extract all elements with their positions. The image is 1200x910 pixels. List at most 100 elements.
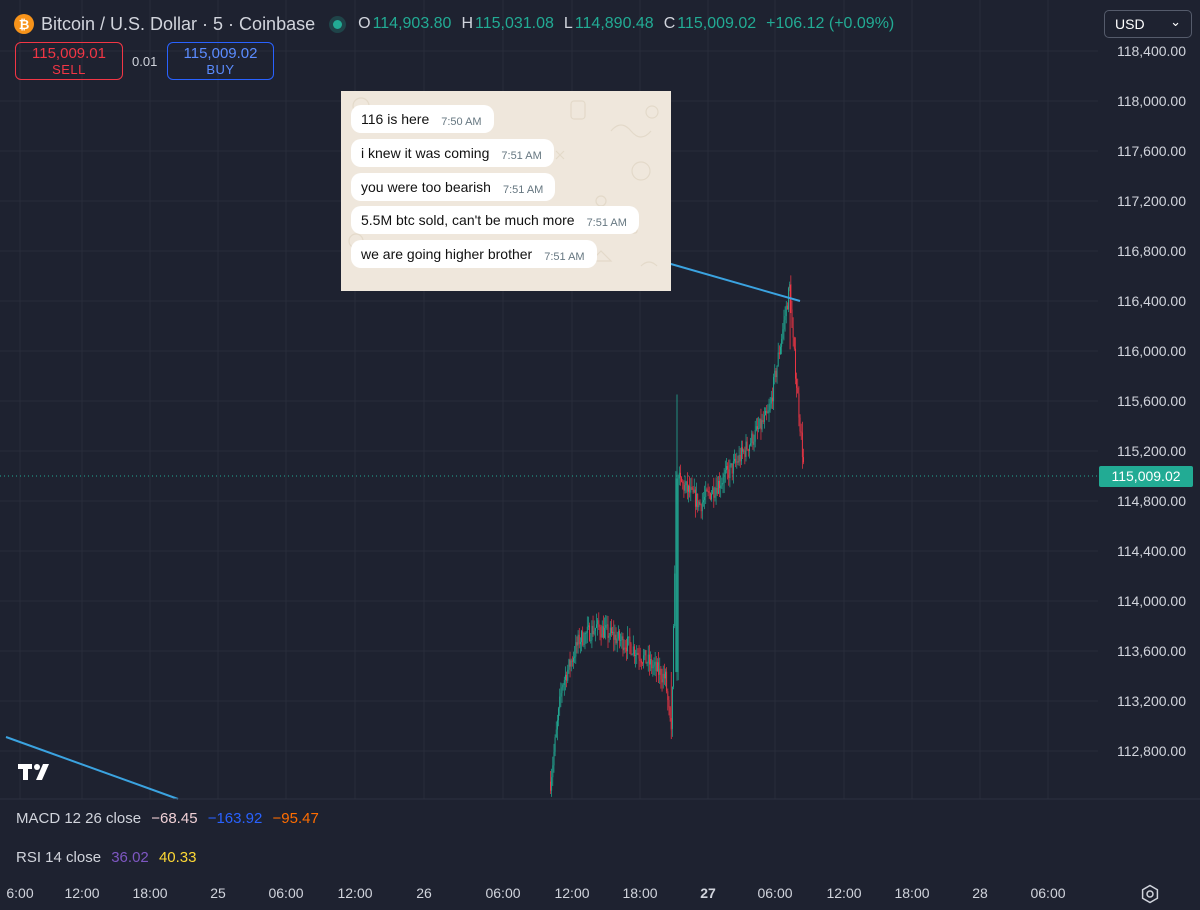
candle-body <box>585 632 587 634</box>
time-axis-label: 26 <box>416 885 432 901</box>
candle-body <box>630 643 632 655</box>
candle-body <box>712 487 714 494</box>
candle-body <box>792 327 794 338</box>
candle-body <box>578 634 580 645</box>
rsi-value: 36.02 <box>111 849 149 866</box>
bitcoin-icon: ₿ <box>14 14 34 34</box>
candle-body <box>615 634 617 644</box>
candle-body <box>606 624 608 626</box>
candle-body <box>752 433 754 445</box>
candle-body <box>555 729 557 738</box>
macd-label: MACD 12 26 close <box>16 810 142 827</box>
chat-message-text: you were too bearish <box>361 179 491 195</box>
candle-body <box>707 491 709 493</box>
candle-body <box>614 634 616 640</box>
candle-body <box>617 631 619 639</box>
candle-body <box>703 500 704 503</box>
candle-body <box>768 410 770 413</box>
chat-message-text: i knew it was coming <box>361 145 490 161</box>
candle-body <box>746 441 748 450</box>
candle-body <box>593 630 595 635</box>
candle-body <box>652 666 654 669</box>
candle-body <box>616 638 618 644</box>
annotation-line-lower <box>5 736 179 800</box>
symbol-title[interactable]: Bitcoin / U.S. Dollar · 5 · Coinbase <box>41 13 316 34</box>
candle-body <box>775 370 777 378</box>
price-axis-label: 116,400.00 <box>1116 293 1186 309</box>
candle-body <box>735 458 737 463</box>
chat-message-text: we are going higher brother <box>361 246 533 262</box>
candle-body <box>791 309 793 328</box>
sell-button[interactable]: 115,009.01 SELL <box>15 42 123 80</box>
macd-value: −68.45 <box>151 810 198 827</box>
price-axis-label: 115,200.00 <box>1116 443 1186 459</box>
rsi-ma-value: 40.33 <box>158 849 197 866</box>
candle-body <box>749 445 750 452</box>
candle-body <box>613 631 615 640</box>
candle-body <box>660 668 662 680</box>
rsi-legend[interactable]: RSI 14 close 36.02 40.33 <box>16 849 196 866</box>
candle-body <box>731 463 733 474</box>
candle-body <box>629 636 631 644</box>
candle-body <box>786 305 788 310</box>
candle-body <box>717 481 719 494</box>
macd-legend[interactable]: MACD 12 26 close −68.45 −163.92 −95.47 <box>16 810 319 827</box>
candle-body <box>686 481 688 492</box>
candle-body <box>680 472 681 478</box>
candle-body <box>619 631 620 641</box>
time-axis-label: 25 <box>210 885 226 901</box>
candle-body <box>654 661 656 665</box>
candle-body <box>586 626 588 633</box>
time-axis-label: 12:00 <box>826 885 862 901</box>
candle-body <box>721 482 723 486</box>
candle-body <box>584 633 586 644</box>
candle-body <box>780 346 781 355</box>
candle-body <box>709 493 711 500</box>
chevron-down-icon: ⌄ <box>1170 14 1181 29</box>
price-axis-label: 118,000.00 <box>1116 93 1186 109</box>
candle-body <box>655 661 657 671</box>
price-axis-label: 114,000.00 <box>1116 593 1186 609</box>
candle-body <box>639 658 641 662</box>
chat-message-text: 5.5M btc sold, can't be much more <box>361 212 575 228</box>
candle-body <box>753 441 755 445</box>
candle-body <box>550 781 551 791</box>
ohlc-low-label: L <box>563 15 573 32</box>
candle-body <box>740 447 742 462</box>
candle-body <box>689 485 691 493</box>
candle-body <box>628 636 630 638</box>
currency-select[interactable]: USD ⌄ <box>1104 10 1192 38</box>
candle-body <box>730 463 732 465</box>
candle-body <box>636 652 638 656</box>
candle-body <box>734 458 735 462</box>
candle-body <box>604 627 605 638</box>
rsi-label: RSI 14 close <box>16 849 102 866</box>
candle-body <box>609 627 611 636</box>
candle-body <box>658 662 660 675</box>
price-change: +106.12 (+0.09%) <box>766 15 895 32</box>
candle-body <box>675 478 677 672</box>
candle-body <box>724 470 726 474</box>
candle-body <box>801 432 803 458</box>
candle-body <box>668 700 670 708</box>
time-axis-label: 06:00 <box>268 885 304 901</box>
chat-message-time: 7:51 AM <box>502 184 544 196</box>
candle-body <box>599 626 601 634</box>
gear-icon[interactable] <box>1140 884 1160 904</box>
price-axis-label: 113,600.00 <box>1116 643 1186 659</box>
ohlc-low-value: 114,890.48 <box>574 15 654 32</box>
time-axis-label: 06:00 <box>1030 885 1066 901</box>
buy-button[interactable]: 115,009.02 BUY <box>167 42 274 80</box>
candle-body <box>714 495 716 498</box>
candle-body <box>742 447 743 452</box>
candle-body <box>651 659 653 669</box>
candle-body <box>736 461 738 463</box>
time-axis-label: 18:00 <box>622 885 658 901</box>
candle-body <box>698 501 700 508</box>
candle-body <box>640 661 642 663</box>
candle-body <box>711 493 712 500</box>
candle-body <box>559 696 561 709</box>
chat-message-time: 7:51 AM <box>544 251 585 263</box>
tradingview-logo-icon[interactable] <box>18 761 56 783</box>
